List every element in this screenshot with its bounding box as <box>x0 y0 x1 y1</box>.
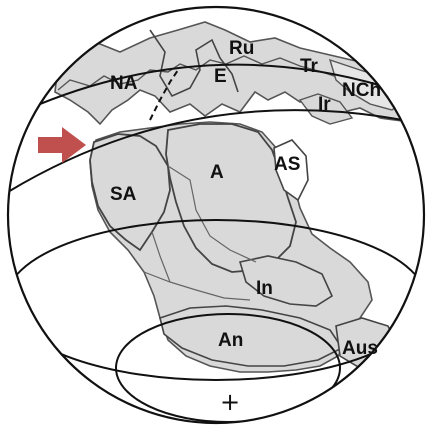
label-africa: A <box>210 162 224 183</box>
india-outline <box>238 255 334 307</box>
label-north-america: NA <box>110 73 138 94</box>
iran-coast <box>298 93 354 125</box>
latitude-ellipse-south <box>8 219 424 381</box>
antarctica-outline <box>159 305 344 367</box>
red-arrow-icon <box>38 127 86 163</box>
rift-line-3 <box>151 231 171 283</box>
label-india: In <box>256 278 273 299</box>
label-arabia: AS <box>274 154 300 175</box>
south-pole-marker: + <box>220 388 240 416</box>
label-north-china: NCh <box>342 80 381 101</box>
label-australia: Aus <box>342 338 378 359</box>
label-russia: Ru <box>229 38 254 59</box>
label-south-america: SA <box>110 184 137 205</box>
arabia-outline <box>273 139 309 202</box>
rift-line-1 <box>167 165 257 263</box>
label-antarctica: An <box>218 330 243 351</box>
label-iran: Ir <box>318 94 331 115</box>
latitude-line-north <box>8 63 424 119</box>
latitude-line-equator <box>8 109 424 201</box>
label-europe: E <box>214 66 227 87</box>
globe-outline <box>6 5 426 425</box>
europe-coast <box>149 29 239 98</box>
label-tarim: Tr <box>300 56 319 77</box>
dashed-rift <box>149 69 179 121</box>
rift-line-2 <box>143 271 251 301</box>
